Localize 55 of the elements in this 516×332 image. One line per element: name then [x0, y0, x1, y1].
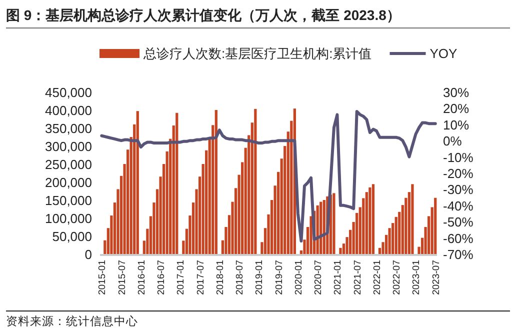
line-series: [100, 110, 437, 243]
x-tick-label: 2019-01: [254, 260, 266, 295]
y-tick-label: 400,000: [45, 103, 92, 118]
bar: [176, 112, 178, 254]
bar: [332, 193, 336, 254]
y-tick-label: 50,000: [52, 229, 92, 244]
x-tick-label: 2017-01: [176, 260, 187, 295]
y2-tick-label: -20%: [443, 166, 474, 181]
y2-tick-label: -40%: [443, 198, 474, 214]
bar: [214, 110, 218, 254]
legend-label: YOY: [430, 46, 458, 61]
x-tick-label: 2023-07: [430, 260, 442, 295]
y2-tick-label: -50%: [443, 214, 474, 230]
x-tick-label: 2015-01: [97, 260, 108, 295]
x-tick-label: 2016-07: [156, 260, 168, 295]
y2-tick-label: 0%: [443, 134, 462, 149]
x-tick-label: 2017-07: [195, 260, 206, 295]
y2-tick-label: 30%: [443, 85, 470, 100]
y-tick-label: 350,000: [45, 121, 92, 136]
y2-tick-label: -60%: [443, 230, 474, 246]
x-tick-label: 2021-01: [332, 260, 344, 295]
text: 资料来源：统计信息中心: [6, 314, 138, 328]
y-tick-label: 100,000: [45, 211, 92, 226]
bar: [368, 187, 372, 254]
x-tick-label: 2023-01: [411, 260, 422, 295]
y-tick-label: 300,000: [45, 139, 92, 154]
y-tick-label: 200,000: [45, 175, 92, 190]
x-tick-label: 2018-01: [214, 260, 226, 295]
bar: [254, 108, 257, 254]
x-tick-label: 2020-01: [293, 260, 304, 295]
x-tick-label: 2018-07: [234, 260, 246, 295]
x-tick-label: 2015-07: [116, 260, 128, 295]
x-tick-label: 2016-01: [136, 260, 148, 295]
y-tick-label: 250,000: [45, 157, 92, 172]
y2-tick-label: -10%: [443, 150, 474, 165]
bar: [136, 111, 139, 254]
bar: [322, 200, 326, 254]
y-tick-label: 450,000: [45, 85, 92, 100]
y2-tick-label: -30%: [443, 182, 474, 198]
y-tick-label: 0: [84, 247, 92, 262]
x-tick-label: 2021-07: [352, 260, 364, 295]
y2-tick-label: 10%: [443, 117, 470, 132]
bar: [339, 248, 342, 254]
y2-tick-label: 20%: [443, 101, 470, 116]
bar: [434, 198, 437, 254]
x-tick-label: 2022-01: [372, 260, 383, 295]
y2-tick-label: -70%: [443, 247, 474, 262]
chart-title: 图 9：基层机构总诊疗人次累计值变化（万人次，截至 2023.8）: [6, 7, 400, 23]
bar: [411, 184, 414, 254]
x-tick-label: 2020-07: [313, 260, 324, 295]
y-tick-label: 150,000: [45, 193, 92, 208]
legend-label: 总诊疗人次数:基层医疗卫生机构:累计值: [142, 46, 372, 61]
x-tick-label: 2022-07: [392, 260, 403, 295]
x-tick-label: 2019-07: [274, 260, 285, 295]
bar: [372, 184, 375, 254]
